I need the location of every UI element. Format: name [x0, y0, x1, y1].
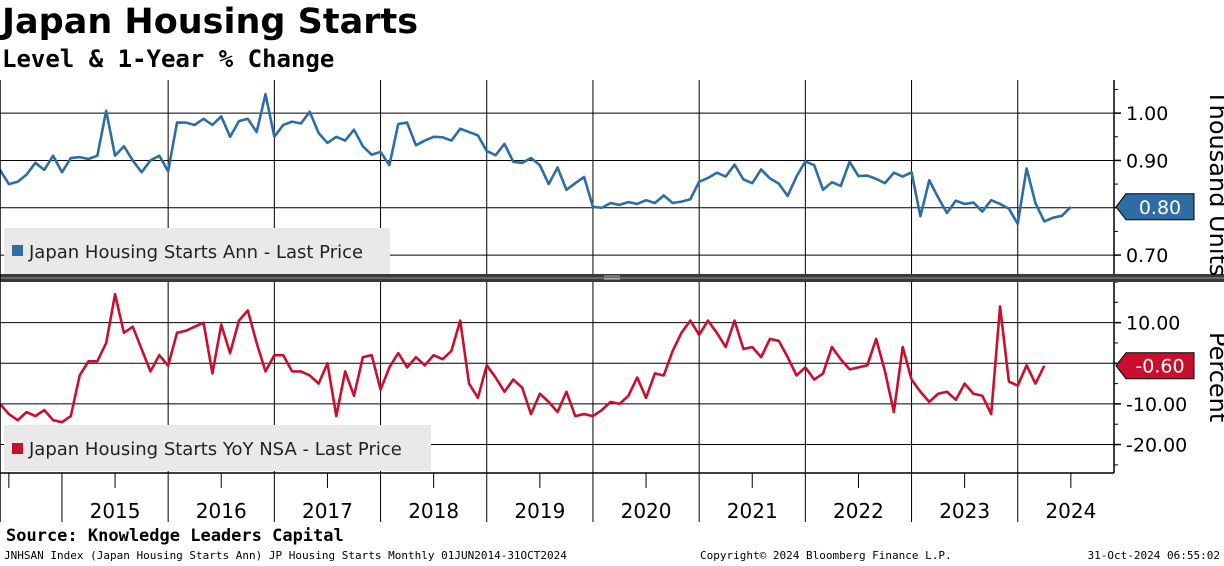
legend-label-yoy: Japan Housing Starts YoY NSA - Last Pric…: [28, 439, 402, 460]
x-tick-label: 2018: [408, 499, 459, 523]
y-tick-label: 0.70: [1126, 245, 1168, 267]
frame: 0.700.800.901.000.80-20.00-10.0010.00-0.…: [0, 80, 1224, 523]
x-tick-label: 2021: [727, 499, 778, 523]
level-last-value-marker: 0.80: [1115, 193, 1195, 221]
top-legend: Japan Housing Starts Ann - Last Price: [4, 228, 390, 274]
legend-box: [4, 228, 390, 274]
y-tick-label: 1.00: [1126, 103, 1168, 125]
x-tick-label: 2017: [302, 499, 353, 523]
x-tick-label: 2015: [90, 499, 141, 523]
x-tick-label: 2022: [833, 499, 884, 523]
series-layer: [0, 92, 1072, 424]
x-tick-label: 2019: [514, 499, 565, 523]
y-tick-label: -20.00: [1126, 435, 1187, 457]
source-note: Source: Knowledge Leaders Capital: [6, 526, 344, 546]
yoy-last-value-marker: -0.60: [1115, 352, 1195, 380]
chart-title: Japan Housing Starts: [2, 2, 419, 42]
y-tick-label: 0.90: [1126, 150, 1168, 172]
footer-copyright: Copyright© 2024 Bloomberg Finance L.P.: [700, 549, 952, 562]
chart-subtitle: Level & 1-Year % Change: [2, 45, 335, 73]
y-tick-label: 10.00: [1126, 313, 1180, 335]
footer-description: JNHSAN Index (Japan Housing Starts Ann) …: [4, 549, 567, 562]
legend-box: [4, 425, 431, 471]
x-tick-label: 2023: [939, 499, 990, 523]
legend-swatch-level: [12, 245, 23, 256]
bottom-legend: Japan Housing Starts YoY NSA - Last Pric…: [4, 425, 431, 471]
footer-timestamp: 31-Oct-2024 06:55:02: [1087, 549, 1220, 562]
x-tick-label: 2016: [196, 499, 247, 523]
top-axis-title: Thousand Units: [1204, 89, 1224, 276]
x-tick-label: 2020: [621, 499, 672, 523]
y-tick-label: -10.00: [1126, 394, 1187, 416]
legend-label-level: Japan Housing Starts Ann - Last Price: [28, 242, 363, 263]
x-tick-label: 2024: [1045, 499, 1096, 523]
last-value-label: 0.80: [1139, 197, 1181, 219]
legend-swatch-yoy: [12, 443, 23, 454]
bottom-axis-title: Percent: [1204, 332, 1224, 422]
yoy-series-line: [0, 292, 1046, 424]
level-series-line: [0, 92, 1072, 226]
last-value-label: -0.60: [1135, 356, 1184, 378]
